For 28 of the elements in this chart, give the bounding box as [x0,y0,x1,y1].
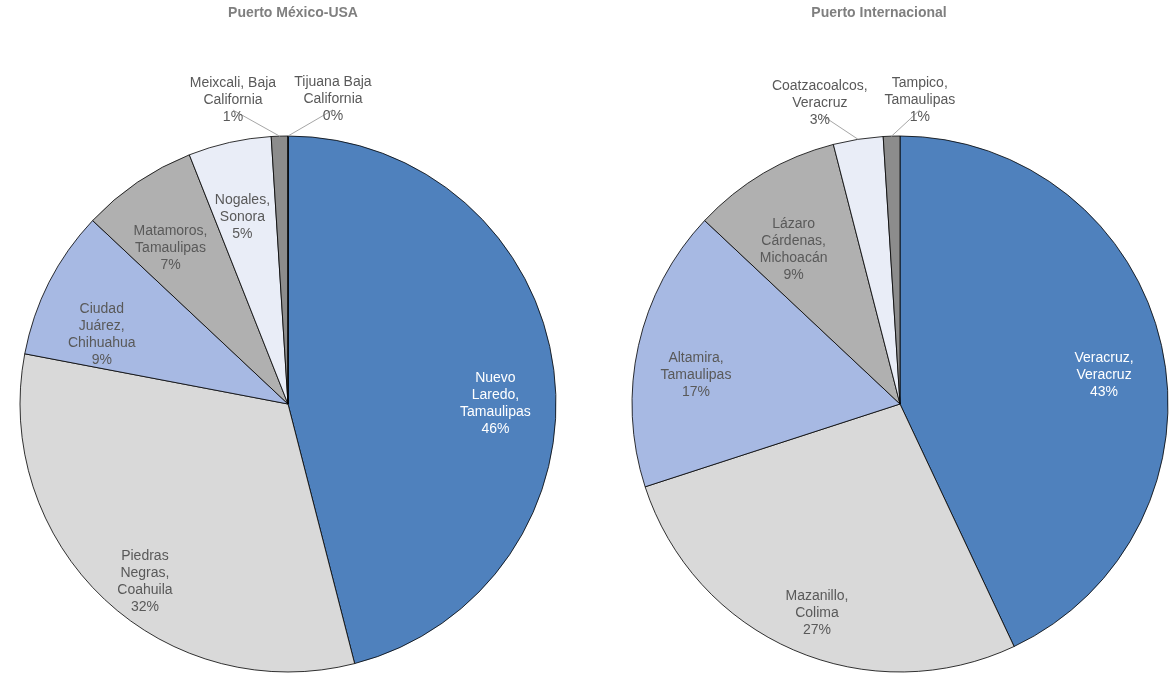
category-label: Tijuana Baja California [294,73,372,107]
data-label: 43% [1089,383,1119,400]
data-label: 1% [222,107,244,124]
slice-label: Lázaro Cárdenas, Michoacán [759,215,828,266]
data-label: 3% [809,111,830,128]
chart-title: Puerto México-USA [228,4,358,20]
slice-label: Nogales, Sonora [214,190,271,224]
data-label: 32% [130,598,159,615]
text: 0% [322,107,344,124]
slice-label: Altamira, Tamaulipas [660,349,732,383]
slice-label: Matamoros, Tamaulipas [133,222,208,256]
slice-label: Ciudad Juárez, Chihuahua [67,300,136,351]
data-label: 9% [783,266,804,283]
data-label: 9% [91,351,112,368]
data-label: 1% [909,107,930,124]
slice-label: Coatzacoalcos, Veracruz [771,77,868,111]
data-label: 5% [232,224,253,241]
slice-label: Tampico, Tamaulipas [884,73,956,107]
slice-label: Nuevo Laredo, Tamaulipas [459,368,531,419]
chart-title: Puerto Internacional [811,4,947,20]
data-label: 7% [160,256,181,273]
data-label: 46% [481,419,510,436]
data-label: 27% [802,620,831,637]
slice-label: Mazanillo, Colima [785,586,849,620]
data-label: 17% [681,383,711,400]
slice-label: Veracruz, Veracruz [1074,349,1134,383]
slice-label: Meixcali, Baja California [189,73,277,107]
slice-label: Piedras Negras, Coahuila [117,547,173,598]
